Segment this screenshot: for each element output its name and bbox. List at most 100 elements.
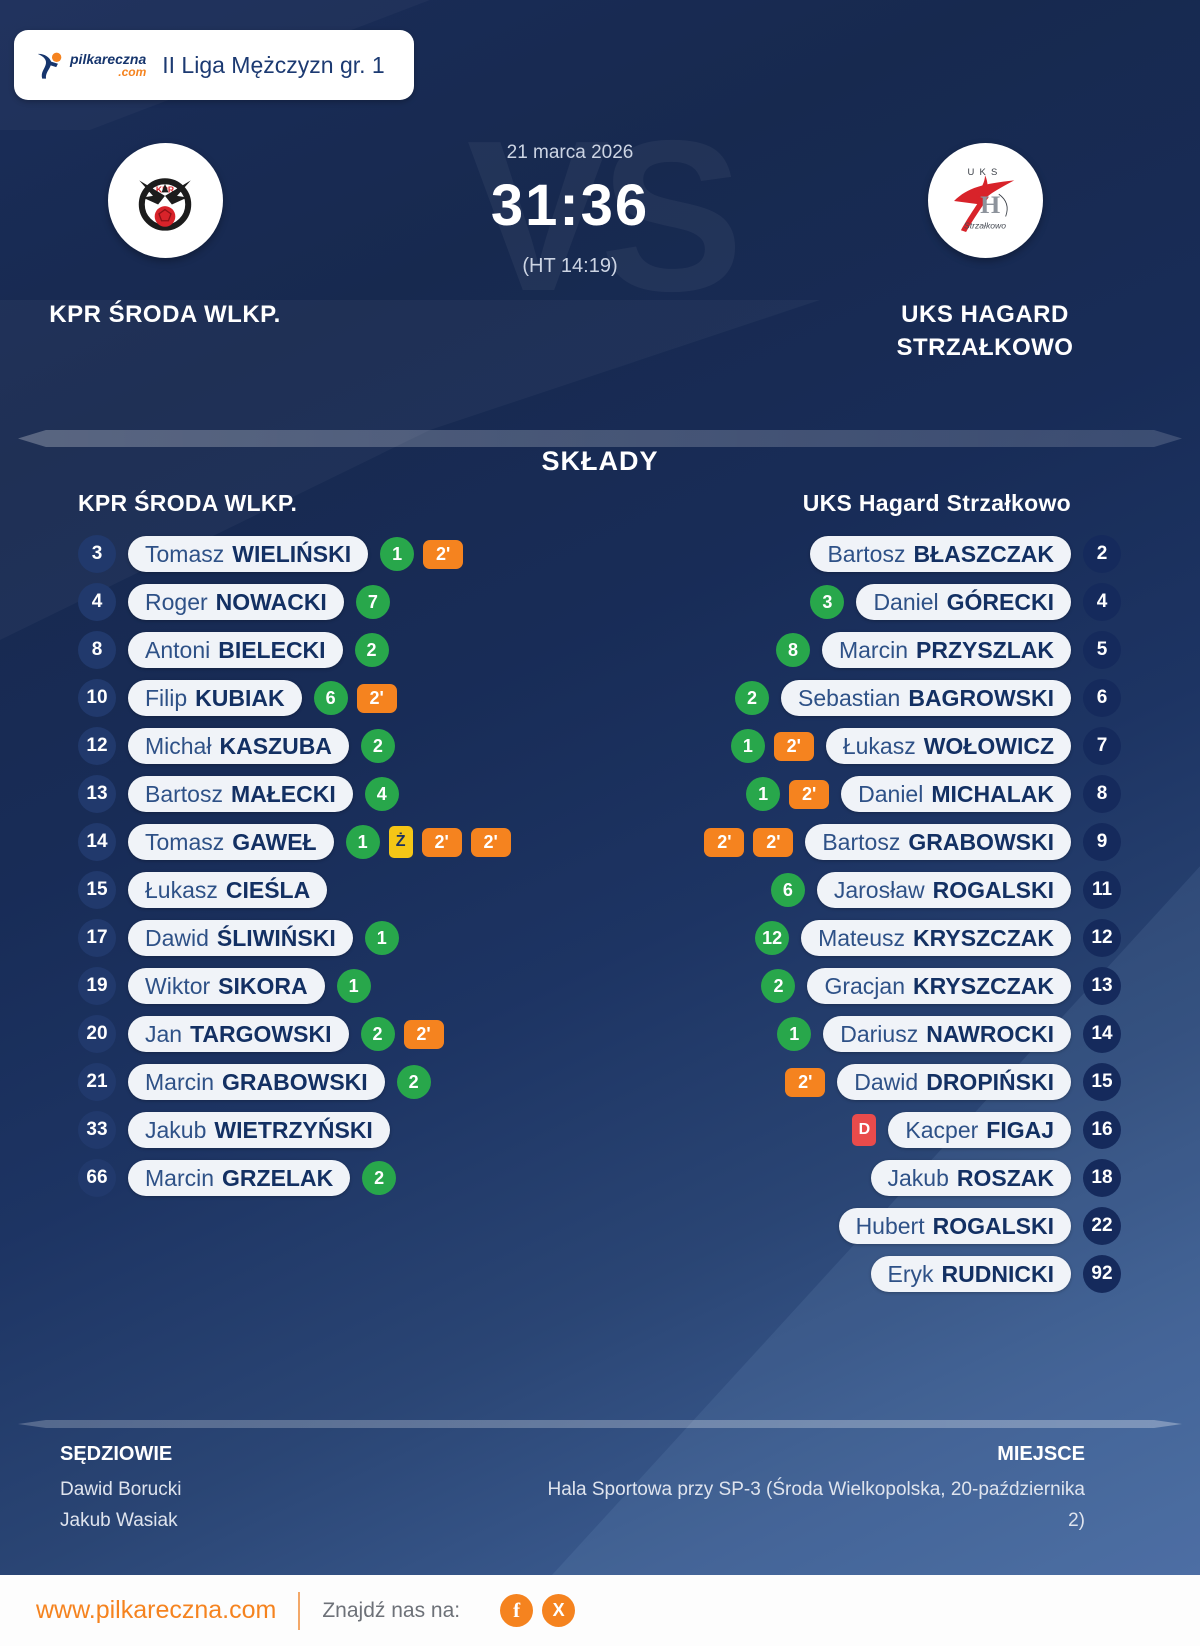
- footer-divider: [18, 1420, 1182, 1428]
- player-row: 3 Daniel GÓRECKI 4: [621, 578, 1121, 626]
- player-last-name: GÓRECKI: [946, 588, 1054, 615]
- player-row: 1 2' Łukasz WOŁOWICZ 7: [621, 722, 1121, 770]
- player-first-name: Filip: [145, 684, 188, 711]
- player-row: Eryk RUDNICKI 92: [621, 1250, 1121, 1298]
- player-badges: 2: [362, 1161, 397, 1195]
- player-name-pill: Daniel MICHALAK: [841, 776, 1071, 812]
- player-first-name: Tomasz: [145, 828, 225, 855]
- venue-block: MIEJSCE Hala Sportowa przy SP-3 (Środa W…: [547, 1443, 1085, 1536]
- goals-badge: 2: [362, 1161, 397, 1195]
- facebook-icon[interactable]: f: [500, 1594, 534, 1627]
- away-roster-header: UKS Hagard Strzałkowo: [802, 490, 1071, 516]
- player-first-name: Łukasz: [842, 732, 916, 759]
- site-url-link[interactable]: www.pilkareczna.com: [36, 1596, 277, 1624]
- player-number-badge: 12: [1083, 919, 1121, 957]
- home-player-list: 3 Tomasz WIELIŃSKI 1 2' 4 Roger NOWACKI 7 8 Antoni…: [78, 530, 578, 1202]
- player-first-name: Jan: [145, 1020, 183, 1047]
- player-number-badge: 2: [1083, 535, 1121, 573]
- player-row: 2 Sebastian BAGROWSKI 6: [621, 674, 1121, 722]
- goals-badge: 1: [777, 1017, 812, 1051]
- player-first-name: Antoni: [145, 636, 211, 663]
- league-name: II Liga Mężczyzn gr. 1: [162, 51, 385, 78]
- player-number-badge: 11: [1083, 871, 1121, 909]
- player-first-name: Bartosz: [145, 780, 223, 807]
- goals-badge: 8: [775, 633, 810, 667]
- player-number-badge: 14: [78, 823, 116, 861]
- player-badges: 2' 2': [704, 827, 794, 857]
- player-name-pill: Roger NOWACKI: [128, 584, 344, 620]
- player-row: 14 Tomasz GAWEŁ 1 Ż 2' 2': [78, 818, 578, 866]
- find-us-label: Znajdź nas na:: [322, 1598, 461, 1622]
- player-last-name: ŚLIWIŃSKI: [216, 924, 336, 951]
- halftime-score: (HT 14:19): [522, 255, 618, 277]
- lineups-title: SKŁADY: [541, 446, 659, 476]
- player-number-badge: 10: [78, 679, 116, 717]
- player-number-badge: 9: [1083, 823, 1121, 861]
- player-name-pill: Marcin PRZYSZLAK: [821, 632, 1071, 668]
- two-minute-badge: 2': [403, 1019, 444, 1049]
- player-number-badge: 13: [78, 775, 116, 813]
- handball-player-icon: [37, 52, 62, 79]
- player-name-pill: Łukasz CIEŚLA: [128, 872, 328, 908]
- player-number-badge: 66: [78, 1159, 116, 1197]
- goals-badge: 2: [396, 1065, 431, 1099]
- away-player-list: Bartosz BŁASZCZAK 2 3 Daniel GÓRECKI 4 8 Marcin P…: [621, 530, 1121, 1298]
- pilkareczna-wordmark: pilkareczna .com: [70, 52, 146, 78]
- logo-tld-text: .com: [118, 65, 147, 79]
- player-number-badge: 21: [78, 1063, 116, 1101]
- two-minute-badge: 2': [753, 827, 794, 857]
- player-name-pill: Hubert ROGALSKI: [838, 1208, 1071, 1244]
- player-first-name: Łukasz: [145, 876, 218, 903]
- rosters: KPR ŚRODA WLKP. 3 Tomasz WIELIŃSKI 1 2' 4 Roge…: [78, 490, 1121, 1298]
- player-badges: 2': [785, 1067, 826, 1097]
- player-number-badge: 8: [1083, 775, 1121, 813]
- two-minute-badge: 2': [785, 1067, 826, 1097]
- player-name-pill: Tomasz WIELIŃSKI: [128, 536, 369, 572]
- goals-badge: 1: [746, 777, 781, 811]
- player-last-name: KUBIAK: [195, 684, 285, 711]
- referees-block: SĘDZIOWIE Dawid Borucki Jakub Wasiak: [60, 1443, 181, 1536]
- player-name-pill: Bartosz GRABOWSKI: [805, 824, 1071, 860]
- player-badges: D: [852, 1114, 877, 1146]
- venue-line2: 2): [1068, 1510, 1085, 1531]
- away-team-name-line2: STRZAŁKOWO: [896, 334, 1074, 361]
- player-name-pill: Marcin GRABOWSKI: [128, 1064, 385, 1100]
- player-first-name: Mateusz: [818, 924, 906, 951]
- main-background: VS pilkareczna .com II Liga Mężczyzn gr.…: [0, 0, 1200, 1575]
- logo-word-text: pilkareczna: [70, 51, 147, 67]
- player-first-name: Gracjan: [824, 972, 906, 999]
- score-center-block: 21 marca 2026 31:36 (HT 14:19): [400, 130, 740, 278]
- player-last-name: DROPIŃSKI: [926, 1068, 1054, 1095]
- referees-label: SĘDZIOWIE: [60, 1443, 173, 1465]
- referee-name: Dawid Borucki: [60, 1479, 182, 1500]
- player-first-name: Daniel: [858, 780, 924, 807]
- player-last-name: KRYSZCZAK: [913, 972, 1054, 999]
- player-row: 15 Łukasz CIEŚLA: [78, 866, 578, 914]
- player-name-pill: Gracjan KRYSZCZAK: [807, 968, 1071, 1004]
- player-number-badge: 22: [1083, 1207, 1121, 1245]
- player-name-pill: Jan TARGOWSKI: [128, 1016, 349, 1052]
- hagard-bird-crest-icon: UKS H Strzałkowo: [954, 167, 1015, 232]
- away-team-block: UKS H Strzałkowo UKS HAGARD STRZAŁKOWO: [820, 130, 1150, 364]
- player-row: Jakub ROSZAK 18: [621, 1154, 1121, 1202]
- goals-badge: 1: [730, 729, 765, 763]
- player-row: 17 Dawid ŚLIWIŃSKI 1: [78, 914, 578, 962]
- player-row: 8 Antoni BIELECKI 2: [78, 626, 578, 674]
- player-name-pill: Antoni BIELECKI: [128, 632, 343, 668]
- player-first-name: Roger: [145, 588, 208, 615]
- player-row: 21 Marcin GRABOWSKI 2: [78, 1058, 578, 1106]
- player-last-name: FIGAJ: [986, 1116, 1054, 1143]
- x-twitter-icon[interactable]: X: [542, 1594, 576, 1627]
- player-number-badge: 7: [1083, 727, 1121, 765]
- player-last-name: MICHALAK: [931, 780, 1054, 807]
- player-badges: 6 2': [313, 681, 397, 715]
- vertical-divider: [298, 1591, 301, 1630]
- player-badges: 2: [396, 1065, 431, 1099]
- player-number-badge: 14: [1083, 1015, 1121, 1053]
- vs-watermark: VS: [466, 95, 744, 336]
- player-badges: 6: [770, 873, 805, 907]
- player-row: 66 Marcin GRZELAK 2: [78, 1154, 578, 1202]
- player-first-name: Bartosz: [827, 540, 906, 567]
- goals-badge: 2: [360, 1017, 395, 1051]
- player-badges: 7: [355, 585, 390, 619]
